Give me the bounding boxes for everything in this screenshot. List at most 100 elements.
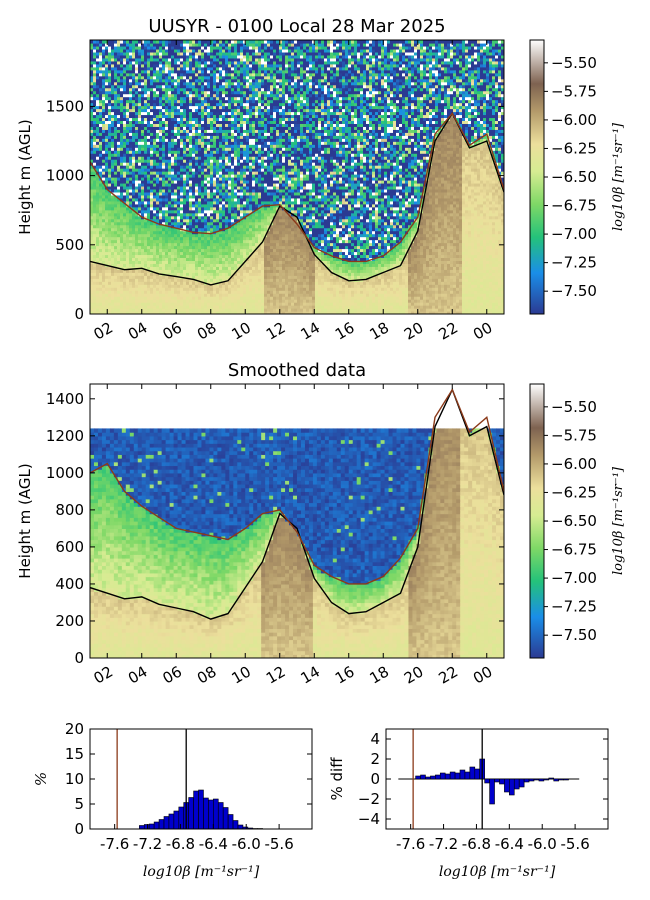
top-heat-cell: [147, 206, 151, 211]
top-heat-cell: [120, 227, 124, 232]
top-heat-cell: [183, 305, 187, 309]
top-heat-cell: [114, 171, 118, 175]
top-heat-cell: [132, 284, 136, 288]
top-heat-cell: [159, 197, 163, 202]
top-heat-cell: [111, 84, 115, 89]
top-heat-cell: [174, 281, 178, 285]
top-heat-cell: [189, 194, 193, 199]
top-heat-cell: [105, 224, 109, 229]
top-heat-cell: [177, 87, 181, 92]
top-heat-cell: [186, 123, 190, 127]
top-heat-cell: [93, 42, 97, 47]
top-heat-cell: [174, 197, 178, 202]
top-heat-cell: [180, 299, 184, 303]
top-heat-cell: [99, 45, 103, 50]
top-heat-cell: [144, 99, 148, 104]
top-heat-cell: [141, 299, 145, 303]
top-heat-cell: [117, 248, 121, 253]
top-heat-cell: [186, 227, 190, 232]
top-heat-cell: [99, 197, 103, 202]
top-heat-cell: [120, 72, 124, 77]
top-heat-cell: [132, 99, 136, 104]
top-heat-cell: [135, 63, 139, 68]
top-heat-cell: [129, 236, 133, 241]
top-heat-cell: [105, 69, 109, 74]
top-heat-cell: [108, 153, 112, 157]
top-heat-cell: [192, 266, 196, 270]
top-heat-cell: [144, 239, 148, 244]
top-heat-cell: [120, 188, 124, 193]
top-heat-cell: [186, 168, 190, 172]
top-heat-cell: [135, 290, 139, 294]
top-heat-cell: [90, 144, 94, 148]
top-heat-cell: [153, 165, 157, 169]
top-heat-cell: [183, 287, 187, 291]
top-heat-cell: [117, 72, 121, 77]
top-heat-cell: [147, 174, 151, 178]
top-heat-cell: [102, 150, 106, 154]
top-heat-cell: [138, 191, 142, 196]
top-heat-cell: [99, 311, 103, 314]
top-heat-cell: [153, 203, 157, 208]
top-heat-cell: [162, 281, 166, 285]
top-heat-cell: [123, 168, 127, 172]
top-heat-cell: [126, 174, 130, 178]
top-heat-cell: [90, 236, 94, 241]
top-heat-cell: [186, 212, 190, 217]
top-heat-cell: [138, 69, 142, 74]
top-heat-cell: [144, 144, 148, 148]
top-heat-cell: [111, 245, 115, 250]
top-heat-cell: [120, 141, 124, 145]
top-heat-cell: [117, 272, 121, 276]
top-heat-cell: [120, 147, 124, 151]
top-heat-cell: [144, 275, 148, 279]
top-heat-cell: [180, 278, 184, 282]
top-heat-cell: [171, 51, 175, 56]
top-heat-cell: [120, 224, 124, 229]
top-heat-cell: [93, 284, 97, 288]
top-heat-cell: [102, 99, 106, 104]
top-heat-cell: [165, 153, 169, 157]
top-heat-cell: [165, 251, 169, 256]
top-heat-cell: [153, 162, 157, 166]
top-heat-cell: [144, 114, 148, 119]
top-heat-cell: [117, 212, 121, 217]
top-heat-cell: [126, 81, 130, 86]
top-heat-cell: [159, 117, 163, 122]
top-heat-cell: [138, 302, 142, 306]
top-heat-cell: [189, 72, 193, 77]
top-heat-cell: [150, 290, 154, 294]
top-heat-cell: [126, 254, 130, 259]
top-heat-cell: [150, 209, 154, 214]
top-heat-cell: [183, 90, 187, 95]
top-heat-cell: [132, 171, 136, 175]
top-heat-cell: [114, 281, 118, 285]
top-heat-cell: [156, 81, 160, 86]
top-heat-cell: [150, 165, 154, 169]
top-heat-cell: [180, 281, 184, 285]
top-heat-cell: [141, 81, 145, 86]
top-heat-cell: [150, 72, 154, 77]
top-heat-cell: [114, 221, 118, 226]
top-heat-cell: [183, 284, 187, 288]
top-heat-cell: [105, 275, 109, 279]
top-heat-cell: [129, 159, 133, 163]
top-heat-cell: [159, 162, 163, 166]
top-heat-cell: [168, 90, 172, 95]
top-heat-cell: [186, 75, 190, 80]
top-heat-cell: [150, 132, 154, 136]
top-heat-cell: [111, 263, 115, 267]
top-heat-cell: [147, 251, 151, 256]
top-heat-cell: [174, 278, 178, 282]
top-heat-cell: [102, 51, 106, 56]
top-heat-cell: [150, 123, 154, 127]
top-heat-cell: [171, 120, 175, 124]
top-heat-cell: [129, 260, 133, 264]
top-heat-cell: [135, 45, 139, 50]
top-heat-cell: [168, 260, 172, 264]
top-heat-cell: [159, 293, 163, 297]
top-heat-cell: [99, 209, 103, 214]
top-heat-cell: [174, 105, 178, 110]
top-heat-cell: [90, 305, 94, 309]
